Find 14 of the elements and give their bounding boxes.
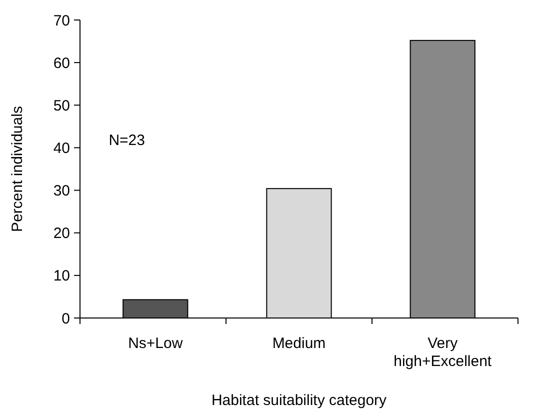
y-axis-title: Percent individuals — [9, 106, 26, 232]
y-tick-label: 40 — [53, 140, 70, 157]
y-tick-label: 10 — [53, 268, 70, 285]
x-tick-label: Medium — [272, 335, 326, 352]
annotation: N=23 — [108, 132, 146, 150]
y-tick-label: 20 — [53, 225, 70, 242]
y-tick-label: 70 — [53, 12, 70, 30]
x-axis-title: Habitat suitability category — [211, 392, 388, 409]
y-tick-label: 30 — [53, 182, 70, 200]
y-tick-label: 60 — [53, 54, 70, 72]
y-tick-label: 50 — [53, 97, 70, 114]
x-tick-label: Very high+Excellent — [394, 335, 492, 370]
x-tick-label: Ns+Low — [128, 335, 183, 352]
y-tick-label: 0 — [62, 310, 70, 328]
